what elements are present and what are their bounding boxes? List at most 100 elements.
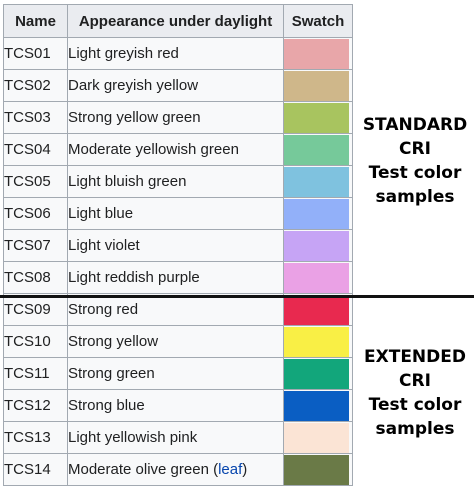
- label-line: Test color: [368, 395, 462, 415]
- table-body: TCS01 Light greyish red TCS02 Dark greyish …: [3, 37, 353, 486]
- swatch-cell: [283, 389, 353, 422]
- color-swatch: [284, 134, 349, 165]
- label-line: samples: [375, 187, 455, 207]
- label-line: CRI: [399, 371, 431, 391]
- table-row: TCS13 Light yellowish pink: [3, 421, 353, 454]
- sample-name: TCS02: [3, 69, 68, 102]
- appearance-text: Moderate olive green (: [68, 461, 219, 478]
- swatch-cell: [283, 261, 353, 294]
- table-row: TCS02 Dark greyish yellow: [3, 69, 353, 102]
- appearance-text: Strong yellow: [68, 333, 159, 350]
- swatch-cell: [283, 421, 353, 454]
- group-divider: [0, 295, 474, 298]
- table-row: TCS03 Strong yellow green: [3, 101, 353, 134]
- sample-appearance: Strong blue: [67, 389, 284, 422]
- header-swatch[interactable]: Swatch: [283, 4, 353, 38]
- sample-name: TCS11: [3, 357, 68, 390]
- table-row: TCS07 Light violet: [3, 229, 353, 262]
- sample-appearance: Light blue: [67, 197, 284, 230]
- sample-name: TCS14: [3, 453, 68, 486]
- sample-name: TCS03: [3, 101, 68, 134]
- sample-appearance: Moderate olive green (leaf): [67, 453, 284, 486]
- swatch-cell: [283, 101, 353, 134]
- color-swatch: [284, 358, 349, 389]
- table-row: TCS06 Light blue: [3, 197, 353, 230]
- sample-name: TCS04: [3, 133, 68, 166]
- color-swatch: [284, 166, 349, 197]
- swatch-cell: [283, 37, 353, 70]
- label-line: STANDARD: [362, 115, 468, 135]
- label-line: EXTENDED: [364, 347, 466, 367]
- table-row: TCS09 Strong red: [3, 293, 353, 326]
- color-swatch: [284, 454, 349, 485]
- table-row: TCS11 Strong green: [3, 357, 353, 390]
- swatch-cell: [283, 69, 353, 102]
- color-swatch: [284, 70, 349, 101]
- leaf-link[interactable]: leaf: [218, 461, 243, 478]
- swatch-cell: [283, 357, 353, 390]
- sample-name: TCS10: [3, 325, 68, 358]
- table-row: TCS05 Light bluish green: [3, 165, 353, 198]
- color-swatch: [284, 262, 349, 293]
- color-swatch: [284, 294, 349, 325]
- sample-name: TCS09: [3, 293, 68, 326]
- appearance-text: Strong yellow green: [68, 109, 201, 126]
- sample-appearance: Dark greyish yellow: [67, 69, 284, 102]
- table-row: TCS14 Moderate olive green (leaf): [3, 453, 353, 486]
- sample-appearance: Light violet: [67, 229, 284, 262]
- swatch-cell: [283, 133, 353, 166]
- label-line: CRI: [399, 139, 431, 159]
- sample-name: TCS05: [3, 165, 68, 198]
- appearance-text: Light bluish green: [68, 173, 187, 190]
- appearance-text: Light greyish red: [68, 45, 179, 62]
- sample-name: TCS08: [3, 261, 68, 294]
- sample-appearance: Strong red: [67, 293, 284, 326]
- header-name[interactable]: Name: [3, 4, 68, 38]
- appearance-text: Light yellowish pink: [68, 429, 198, 446]
- table-row: TCS10 Strong yellow: [3, 325, 353, 358]
- sample-name: TCS07: [3, 229, 68, 262]
- standard-cri-label: STANDARD CRI Test color samples: [355, 113, 474, 209]
- appearance-text: Dark greyish yellow: [68, 77, 199, 94]
- color-swatch: [284, 198, 349, 229]
- header-row: Name Appearance under daylight Swatch: [3, 4, 353, 38]
- appearance-suffix: ): [242, 461, 248, 478]
- sample-name: TCS06: [3, 197, 68, 230]
- table-row: TCS12 Strong blue: [3, 389, 353, 422]
- appearance-text: Light reddish purple: [68, 269, 200, 286]
- appearance-text: Light violet: [68, 237, 140, 254]
- sample-appearance: Light greyish red: [67, 37, 284, 70]
- cri-table: Name Appearance under daylight Swatch TC…: [3, 4, 353, 486]
- sample-name: TCS13: [3, 421, 68, 454]
- table-row: TCS01 Light greyish red: [3, 37, 353, 70]
- appearance-text: Strong blue: [68, 397, 145, 414]
- sample-name: TCS12: [3, 389, 68, 422]
- swatch-cell: [283, 229, 353, 262]
- extended-cri-label: EXTENDED CRI Test color samples: [355, 345, 474, 441]
- sample-appearance: Strong yellow green: [67, 101, 284, 134]
- color-swatch: [284, 38, 349, 69]
- label-line: Test color: [368, 163, 462, 183]
- sample-appearance: Strong green: [67, 357, 284, 390]
- sample-appearance: Moderate yellowish green: [67, 133, 284, 166]
- swatch-cell: [283, 453, 353, 486]
- sample-appearance: Light bluish green: [67, 165, 284, 198]
- appearance-text: Light blue: [68, 205, 134, 222]
- color-swatch: [284, 390, 349, 421]
- appearance-text: Moderate yellowish green: [68, 141, 239, 158]
- sample-appearance: Strong yellow: [67, 325, 284, 358]
- color-swatch: [284, 102, 349, 133]
- swatch-cell: [283, 293, 353, 326]
- table-row: TCS04 Moderate yellowish green: [3, 133, 353, 166]
- color-swatch: [284, 422, 349, 453]
- swatch-cell: [283, 197, 353, 230]
- swatch-cell: [283, 325, 353, 358]
- swatch-cell: [283, 165, 353, 198]
- header-appearance[interactable]: Appearance under daylight: [67, 4, 284, 38]
- color-swatch: [284, 230, 349, 261]
- appearance-text: Strong green: [68, 365, 155, 382]
- sample-appearance: Light yellowish pink: [67, 421, 284, 454]
- sample-name: TCS01: [3, 37, 68, 70]
- sample-appearance: Light reddish purple: [67, 261, 284, 294]
- color-swatch: [284, 326, 349, 357]
